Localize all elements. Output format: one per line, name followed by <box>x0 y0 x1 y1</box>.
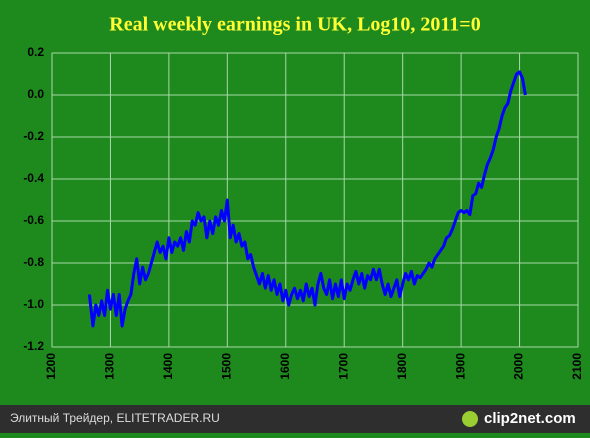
y-tick-label: 0.2 <box>27 45 44 59</box>
data-line <box>87 70 527 328</box>
chart-title: Real weekly earnings in UK, Log10, 2011=… <box>109 14 480 36</box>
x-tick-label: 2000 <box>512 353 526 380</box>
x-tick-label: 1200 <box>44 353 58 380</box>
y-tick-label: -1.0 <box>23 297 44 311</box>
x-tick-label: 1900 <box>453 353 467 380</box>
y-tick-label: -1.2 <box>23 339 44 353</box>
footer-bar <box>0 405 590 433</box>
footer-right: clip2net.com <box>484 410 576 427</box>
background <box>0 0 590 405</box>
x-tick-label: 1300 <box>103 353 117 380</box>
logo-icon <box>462 411 478 427</box>
footer-left: Элитный Трейдер, ELITETRADER.RU <box>10 411 220 425</box>
x-tick-label: 1800 <box>395 353 409 380</box>
y-tick-label: -0.4 <box>23 171 44 185</box>
x-tick-label: 1600 <box>278 353 292 380</box>
x-tick-label: 1500 <box>220 353 234 380</box>
y-tick-label: 0.0 <box>27 87 44 101</box>
y-tick-label: -0.6 <box>23 213 44 227</box>
y-tick-label: -0.8 <box>23 255 44 269</box>
x-tick-label: 1400 <box>161 353 175 380</box>
y-tick-label: -0.2 <box>23 129 44 143</box>
x-tick-label: 1700 <box>336 353 350 380</box>
x-tick-label: 2100 <box>570 353 584 380</box>
